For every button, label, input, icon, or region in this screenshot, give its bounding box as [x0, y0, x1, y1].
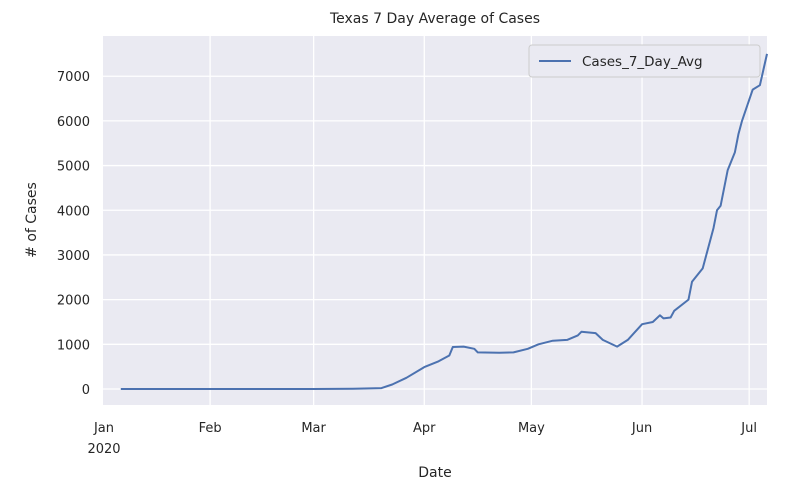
legend: Cases_7_Day_Avg — [528, 44, 761, 78]
x-tick-label: Jan — [93, 421, 114, 436]
legend-label: Cases_7_Day_Avg — [582, 54, 703, 70]
legend-box — [528, 44, 761, 78]
y-tick-labels: 0 1000 2000 3000 4000 5000 6000 7000 — [57, 70, 90, 398]
y-tick-label: 7000 — [57, 70, 90, 85]
x-tick-label: Jul — [740, 421, 757, 436]
x-tick-label: May — [518, 421, 545, 436]
x-tick-sublabel: 2020 — [87, 442, 120, 457]
grid-lines — [103, 36, 767, 405]
series-lines — [120, 53, 768, 390]
y-tick-label: 2000 — [57, 294, 90, 309]
x-tick-label: Feb — [199, 421, 222, 436]
plot-area — [103, 36, 767, 405]
x-axis-label: Date — [418, 465, 451, 481]
chart-title: Texas 7 Day Average of Cases — [329, 11, 540, 27]
y-tick-label: 0 — [82, 383, 90, 398]
y-tick-label: 6000 — [57, 115, 90, 130]
y-tick-label: 5000 — [57, 160, 90, 175]
x-tick-label: Jun — [631, 421, 652, 436]
x-tick-label: Apr — [413, 421, 436, 436]
y-axis-label: # of Cases — [24, 182, 40, 258]
x-tick-label: Mar — [301, 421, 326, 436]
x-tick-labels: Jan 2020 Feb Mar Apr May Jun Jul — [87, 421, 757, 457]
series-line-Cases_7_Day_Avg — [120, 53, 768, 390]
y-tick-label: 4000 — [57, 204, 90, 219]
y-tick-label: 1000 — [57, 338, 90, 353]
y-tick-label: 3000 — [57, 249, 90, 264]
